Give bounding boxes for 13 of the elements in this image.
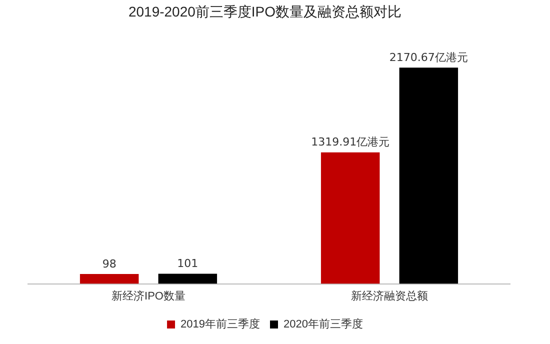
bar — [80, 274, 139, 284]
data-label: 101 — [177, 257, 198, 270]
bar — [158, 274, 218, 284]
data-label: 2170.67亿港元 — [389, 50, 468, 64]
legend-label: 2020年前三季度 — [284, 318, 363, 331]
bar — [399, 68, 458, 284]
x-tick-label: 新经济IPO数量 — [112, 289, 186, 302]
bar — [320, 152, 380, 284]
chart-title: 2019-2020前三季度IPO数量及融资总额对比 — [128, 3, 402, 20]
data-label: 98 — [102, 257, 116, 270]
legend-label: 2019年前三季度 — [180, 318, 260, 331]
x-tick-label: 新经济融资总额 — [351, 289, 428, 302]
data-label: 1319.91亿港元 — [311, 136, 390, 149]
